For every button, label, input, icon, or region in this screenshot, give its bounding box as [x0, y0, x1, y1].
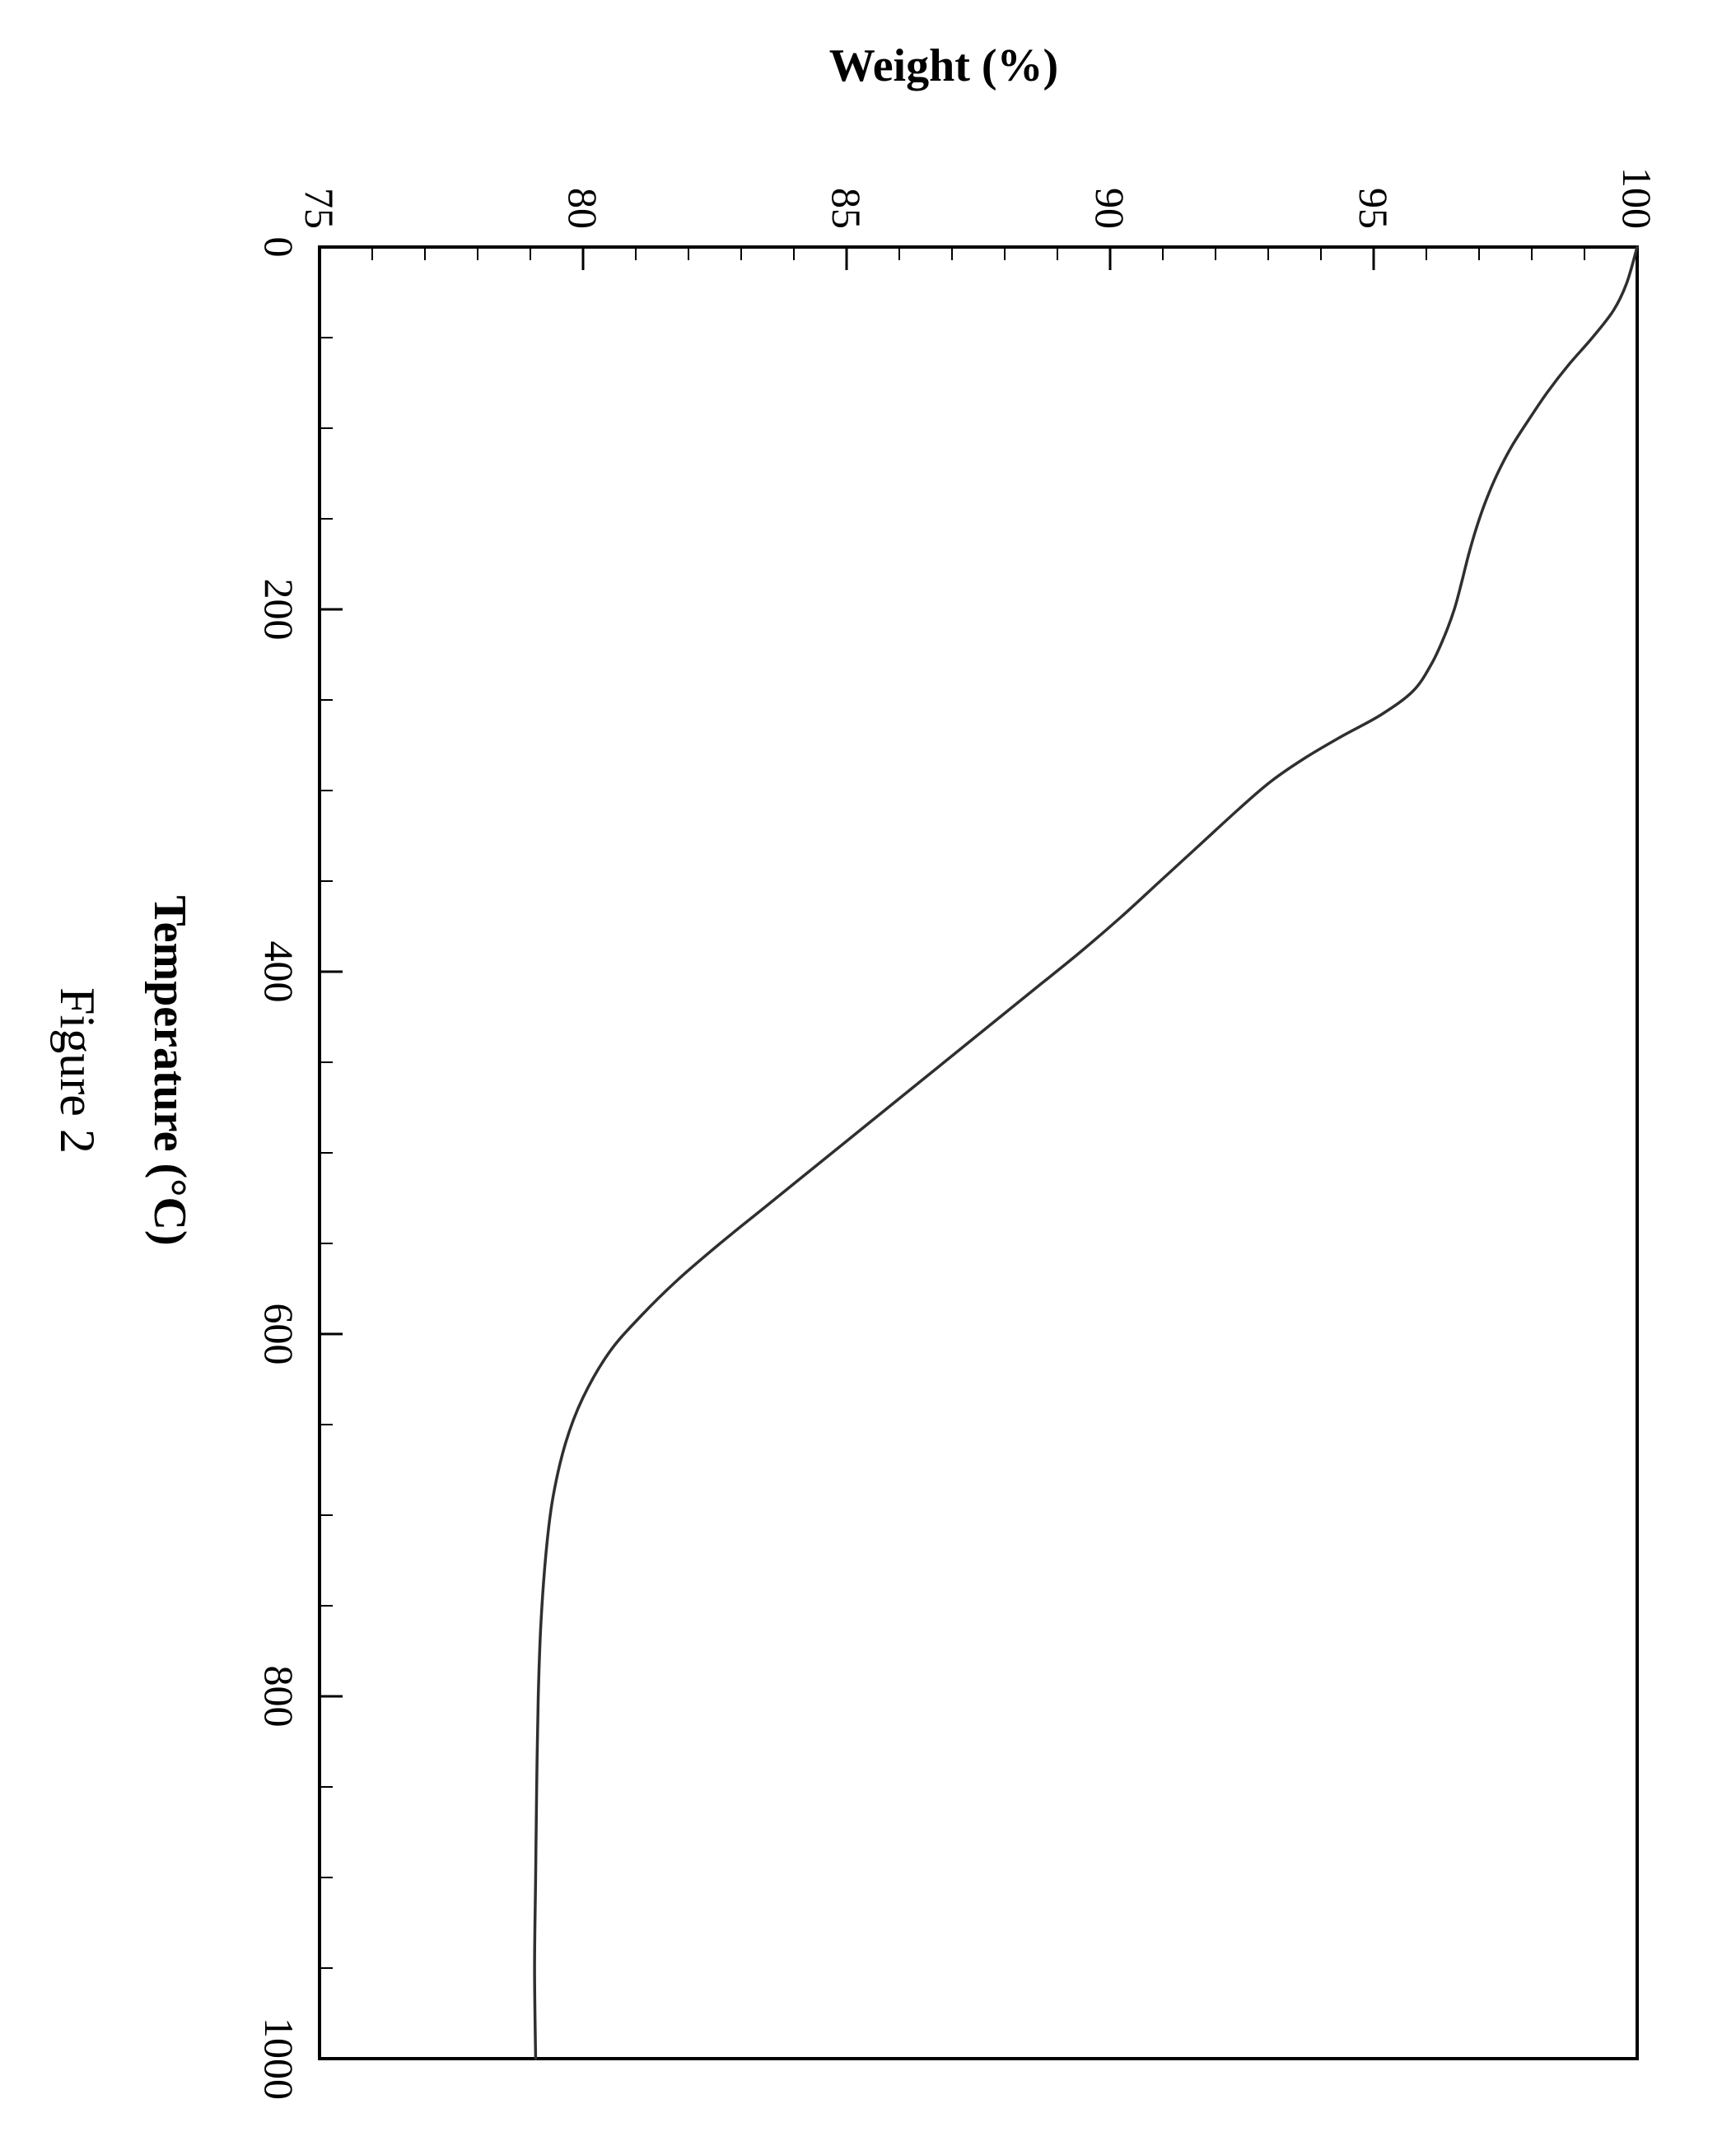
landscape-wrapper: Figure 2 Temperature (°C) Weight (%) 0 20… [0, 0, 1736, 2141]
tga-plot [320, 247, 1637, 2059]
x-tick-label: 0 [255, 237, 303, 258]
figure-caption: Figure 2 [49, 0, 105, 2141]
x-tick-label: 800 [255, 1666, 303, 1728]
x-tick-label: 400 [255, 941, 303, 1003]
x-axis-label: Temperature (°C) [143, 0, 196, 2141]
x-tick-label: 200 [255, 579, 303, 641]
plot-svg [320, 247, 1637, 2059]
y-tick-label: 80 [559, 188, 607, 229]
y-tick-label: 100 [1613, 167, 1661, 229]
y-tick-label: 75 [296, 188, 343, 229]
y-tick-label: 85 [823, 188, 870, 229]
x-tick-label: 1000 [255, 2017, 303, 2100]
x-tick-label: 600 [255, 1304, 303, 1365]
y-tick-label: 90 [1086, 188, 1134, 229]
y-axis-label: Weight (%) [203, 40, 1685, 92]
y-tick-label: 95 [1350, 188, 1398, 229]
